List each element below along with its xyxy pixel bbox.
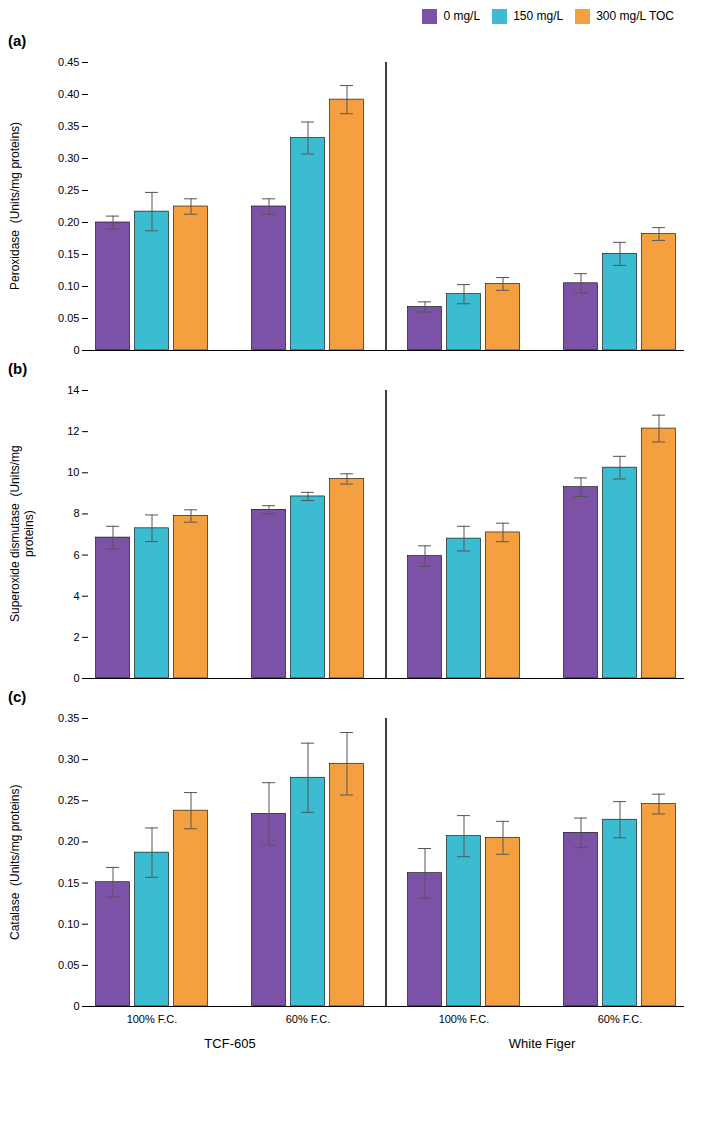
html-text:(b): (b): [8, 360, 28, 377]
svg-text:0: 0: [73, 672, 79, 684]
svg-text:0.10: 0.10: [58, 918, 79, 930]
svg-text:6: 6: [73, 549, 79, 561]
html-text:(a): (a): [8, 32, 27, 49]
svg-text:8: 8: [73, 507, 79, 519]
svg-text:0.35: 0.35: [58, 120, 79, 132]
html-text:150 mg/L: 150 mg/L: [513, 9, 564, 23]
svg-text:0.15: 0.15: [58, 248, 79, 260]
svg-text:0: 0: [73, 1000, 79, 1012]
svg-text:100% F.C.: 100% F.C.: [127, 1013, 178, 1025]
svg-text:0.05: 0.05: [58, 959, 79, 971]
svg-text:0.45: 0.45: [58, 56, 79, 68]
svg-text:12: 12: [67, 425, 79, 437]
html-text:Catalase (Units/mg proteins): Catalase (Units/mg proteins): [8, 784, 22, 940]
svg-text:14: 14: [67, 384, 79, 396]
svg-text:100% F.C.: 100% F.C.: [439, 1013, 490, 1025]
svg-text:60% F.C.: 60% F.C.: [598, 1013, 643, 1025]
html-text:Superoxide dismutase (Units/mg: Superoxide dismutase (Units/mg proteins): [8, 445, 36, 623]
svg-text:TCF-605: TCF-605: [204, 1036, 255, 1051]
svg-text:0.05: 0.05: [58, 312, 79, 324]
svg-text:0.20: 0.20: [58, 835, 79, 847]
svg-text:White Figer: White Figer: [509, 1036, 576, 1051]
svg-text:0.40: 0.40: [58, 88, 79, 100]
svg-text:0.35: 0.35: [58, 712, 79, 724]
svg-text:0.15: 0.15: [58, 877, 79, 889]
html-text:0 mg/L: 0 mg/L: [443, 9, 481, 23]
svg-text:0.30: 0.30: [58, 753, 79, 765]
html-text:(c): (c): [8, 688, 27, 705]
svg-text:10: 10: [67, 466, 79, 478]
svg-text:60% F.C.: 60% F.C.: [286, 1013, 331, 1025]
svg-text:0: 0: [73, 344, 79, 356]
svg-text:0.25: 0.25: [58, 184, 79, 196]
svg-text:0.25: 0.25: [58, 794, 79, 806]
svg-text:2: 2: [73, 631, 79, 643]
html-text:300 mg/L TOC: 300 mg/L TOC: [596, 9, 674, 23]
svg-text:0.30: 0.30: [58, 152, 79, 164]
svg-text:4: 4: [73, 590, 79, 602]
svg-text:0.20: 0.20: [58, 216, 79, 228]
svg-text:0.10: 0.10: [58, 280, 79, 292]
html-text:Peroxidase (Units/mg proteins): Peroxidase (Units/mg proteins): [8, 122, 22, 290]
